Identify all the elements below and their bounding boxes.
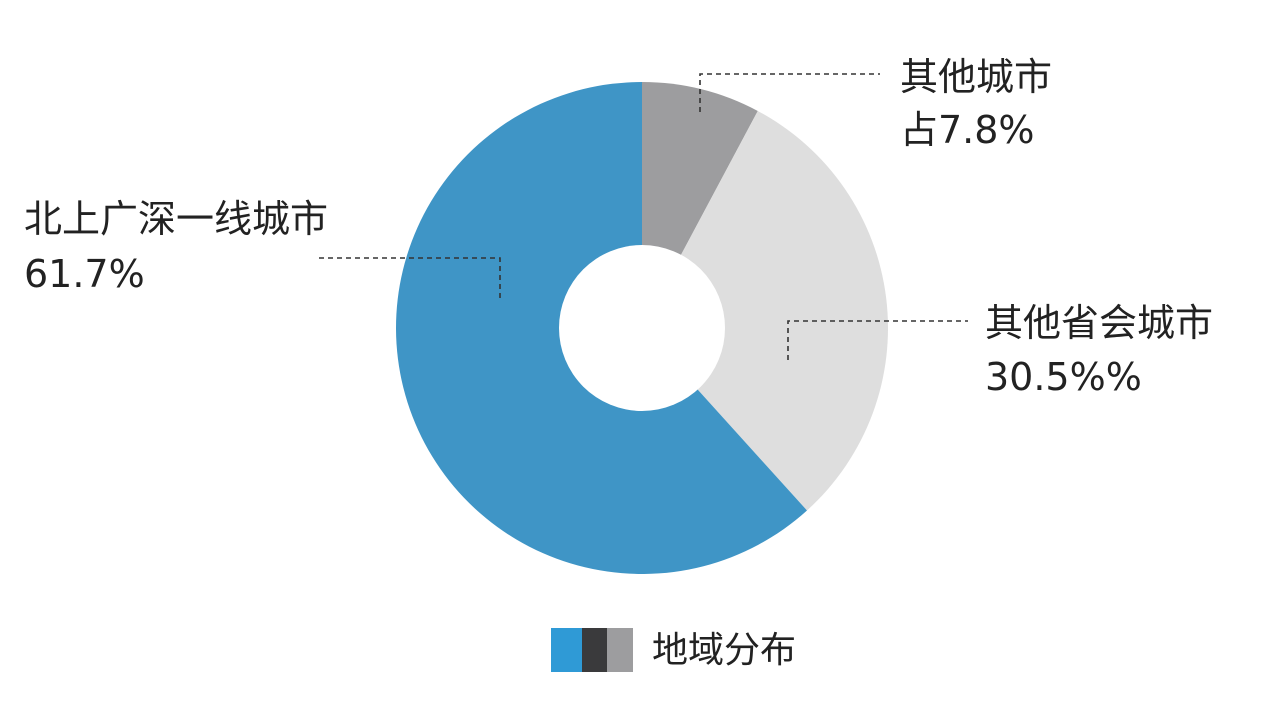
legend: 地域分布	[551, 628, 796, 672]
slice-provincial-capitals	[642, 110, 888, 511]
slice-value-provincial-capitals: 30.5%%	[985, 355, 1142, 399]
slice-label-tier1-cities: 北上广深一线城市	[24, 197, 328, 241]
legend-label: 地域分布	[652, 630, 796, 671]
legend-swatch-dark	[582, 628, 607, 672]
donut-hole	[559, 245, 725, 411]
leader-line-tier1-cities	[318, 257, 501, 298]
slice-label-other-cities: 其他城市	[900, 55, 1052, 99]
legend-swatch-blue	[551, 628, 582, 672]
legend-swatch-gray	[607, 628, 633, 672]
slice-value-other-cities: 占7.8%	[900, 108, 1035, 152]
slice-value-tier1-cities: 61.7%	[24, 252, 145, 296]
leader-lines	[318, 73, 968, 360]
leader-line-other-cities	[699, 73, 880, 112]
leader-line-provincial-capitals	[787, 320, 968, 360]
slice-label-provincial-capitals: 其他省会城市	[985, 301, 1213, 345]
